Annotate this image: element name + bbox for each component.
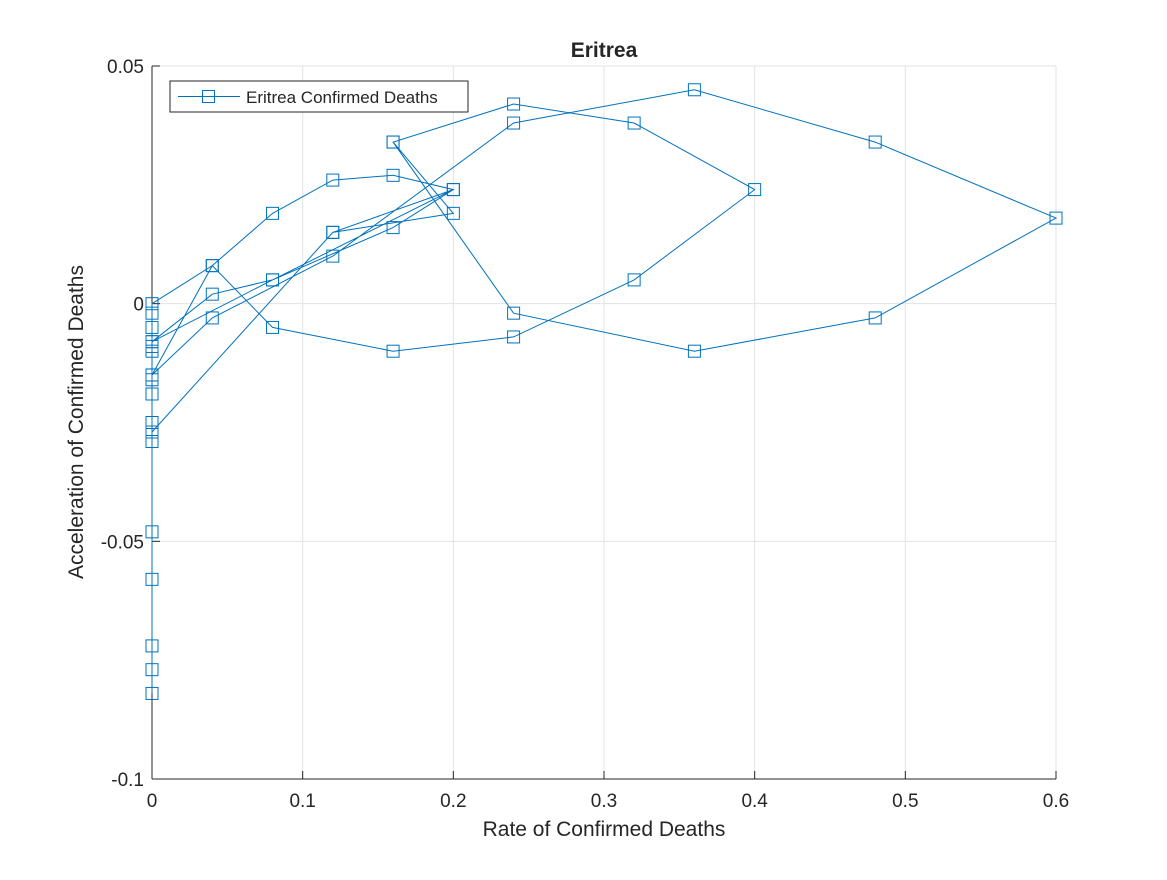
series-line <box>151 89 1058 694</box>
y-axis-label: Acceleration of Confirmed Deaths <box>65 265 88 579</box>
x-axis-label: Rate of Confirmed Deaths <box>483 818 726 841</box>
x-tick-label: 0.1 <box>289 791 315 812</box>
data-point-marker <box>507 97 521 111</box>
data-point-marker <box>145 663 159 677</box>
data-point-marker <box>145 639 159 653</box>
chart-title: Eritrea <box>571 39 638 62</box>
y-tick-label: 0 <box>133 295 144 316</box>
data-point-marker <box>145 306 159 320</box>
y-tick-label: 0.05 <box>107 57 144 78</box>
data-point-marker <box>386 135 400 149</box>
data-point-marker <box>627 116 641 130</box>
data-point-marker <box>145 387 159 401</box>
grid-layer <box>152 65 1057 779</box>
legend: Eritrea Confirmed Deaths <box>169 80 469 113</box>
data-point-marker <box>1049 211 1063 225</box>
ticks-layer: 0 0.1 0.2 0.3 0.4 0.5 0.6 -0.1 -0.05 0 0.05 <box>101 57 1070 812</box>
data-point-marker <box>326 225 340 239</box>
data-point-marker <box>446 206 460 220</box>
data-point-marker <box>145 525 159 539</box>
data-point-marker <box>145 416 159 429</box>
data-point-marker <box>687 344 701 358</box>
data-point-marker <box>386 221 400 235</box>
legend-marker-sample <box>202 90 215 103</box>
data-point-marker <box>205 259 219 273</box>
data-point-marker <box>386 168 400 182</box>
x-tick-label: 0 <box>147 791 158 812</box>
data-point-marker <box>145 425 159 439</box>
data-point-marker <box>868 311 882 325</box>
data-point-marker <box>507 116 521 130</box>
legend-label: Eritrea Confirmed Deaths <box>246 88 438 107</box>
y-tick-label: -0.1 <box>111 770 144 791</box>
data-point-marker <box>266 206 280 220</box>
data-point-marker <box>868 135 882 149</box>
data-point-marker <box>326 173 340 187</box>
data-point-marker <box>326 249 340 263</box>
x-tick-label: 0.6 <box>1043 791 1069 812</box>
data-layer <box>145 83 1063 700</box>
x-tick-label: 0.5 <box>892 791 918 812</box>
data-point-marker <box>145 320 159 334</box>
data-point-marker <box>266 273 280 287</box>
data-point-marker <box>145 297 159 311</box>
data-point-marker <box>627 273 641 287</box>
data-point-marker <box>145 335 159 349</box>
y-tick-label: -0.05 <box>101 532 144 553</box>
data-point-marker <box>507 330 521 344</box>
data-point-marker <box>205 287 219 301</box>
data-point-marker <box>145 435 159 449</box>
x-tick-label: 0.3 <box>591 791 617 812</box>
x-tick-label: 0.4 <box>741 791 768 812</box>
data-point-marker <box>145 686 159 700</box>
data-point-marker <box>266 320 280 334</box>
data-point-marker <box>145 572 159 586</box>
data-point-marker <box>687 83 701 97</box>
data-point-marker <box>386 344 400 358</box>
data-point-marker <box>507 306 521 320</box>
x-tick-label: 0.2 <box>440 791 466 812</box>
data-point-marker <box>205 311 219 325</box>
data-point-marker <box>446 183 460 197</box>
data-point-marker <box>748 183 762 197</box>
data-point-marker <box>145 368 159 382</box>
